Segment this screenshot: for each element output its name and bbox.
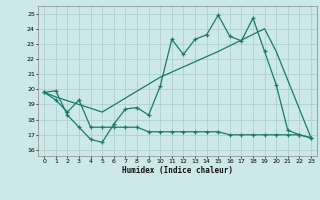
X-axis label: Humidex (Indice chaleur): Humidex (Indice chaleur) [122, 166, 233, 175]
